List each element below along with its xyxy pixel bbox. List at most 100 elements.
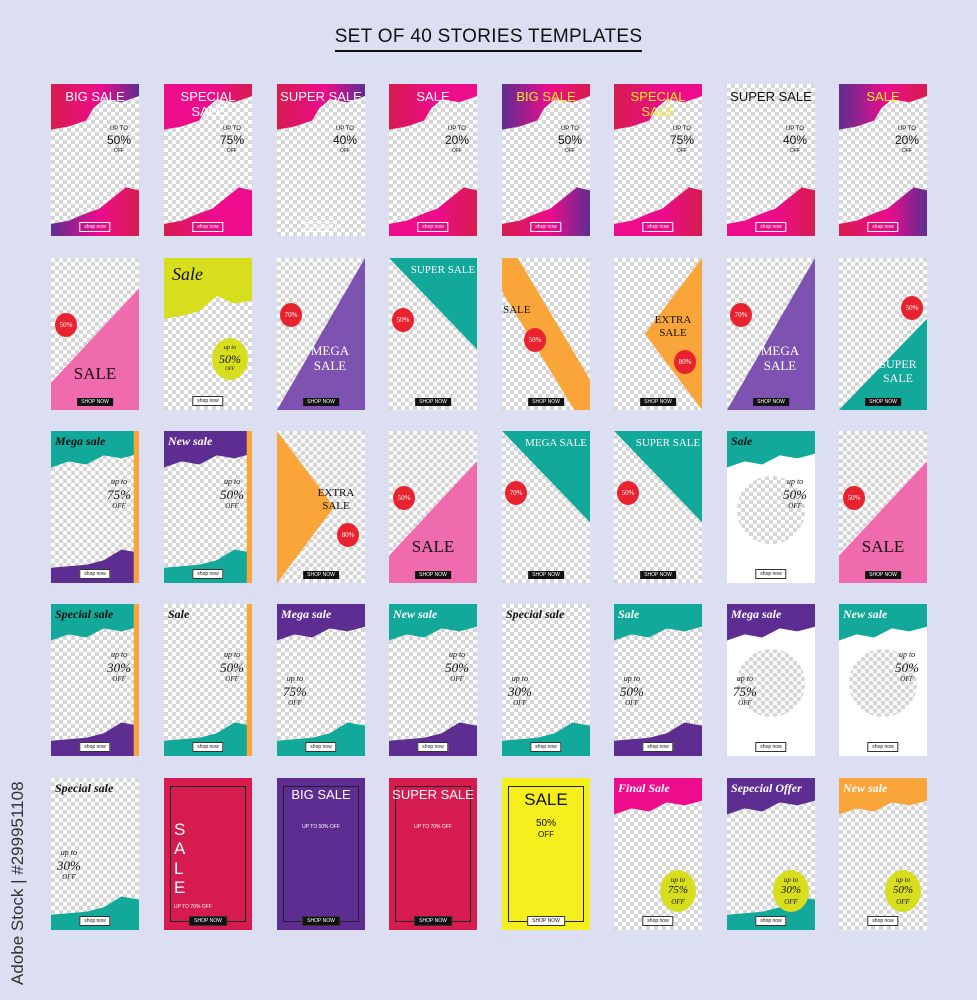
shop-now-button[interactable]: shop now: [530, 741, 562, 752]
story-template-card[interactable]: SUPER SALE UP TO 70% OFF SHOP NOW: [389, 778, 477, 930]
shop-now-button[interactable]: shop now: [192, 395, 224, 406]
story-template-card[interactable]: SUPER SALE 50% SHOP NOW: [389, 258, 477, 410]
story-template-card[interactable]: EXTRA SALE 80% SHOP NOW: [614, 258, 702, 410]
discount-value: 50%: [620, 683, 644, 699]
shop-now-button[interactable]: shop now: [755, 915, 787, 926]
story-template-card[interactable]: SALE 50% SHOP NOW: [51, 258, 139, 410]
story-template-card[interactable]: SPECIAL SALE UP TO 75% OFF shop now: [614, 84, 702, 236]
shop-now-button[interactable]: shop now: [867, 221, 899, 232]
discount-suffix: OFF: [288, 699, 302, 708]
story-template-card[interactable]: SALE 50% SHOP NOW: [502, 258, 590, 410]
discount-suffix: OFF: [62, 873, 76, 882]
shop-now-button[interactable]: SHOP NOW: [415, 570, 451, 579]
story-template-card[interactable]: EXTRA SALE 80% SHOP NOW: [277, 431, 365, 583]
template-title: Sepecial Offer: [731, 781, 802, 795]
template-title: Mega sale: [55, 434, 106, 448]
shop-now-button[interactable]: shop now: [417, 221, 449, 232]
story-template-card[interactable]: New sale up to 50% OFF shop now: [389, 604, 477, 756]
shop-now-button[interactable]: SHOP NOW: [77, 397, 113, 406]
shop-now-button[interactable]: SHOP NOW: [302, 915, 340, 926]
template-title: Sale: [618, 607, 640, 621]
shop-now-button[interactable]: SHOP NOW: [865, 397, 901, 406]
shop-now-button[interactable]: SHOP NOW: [865, 570, 901, 579]
shop-now-button[interactable]: shop now: [192, 741, 224, 752]
story-template-card[interactable]: SUPER SALE 50% SHOP NOW: [614, 431, 702, 583]
discount-value: 20%: [894, 133, 919, 148]
story-template-card[interactable]: MEGA SALE 70% SHOP NOW: [502, 431, 590, 583]
shop-now-button[interactable]: shop now: [755, 221, 787, 232]
shop-now-button[interactable]: SHOP NOW: [303, 570, 339, 579]
shop-now-button[interactable]: shop now: [79, 915, 111, 926]
discount-prefix: up to: [736, 674, 754, 683]
story-template-card[interactable]: Sale up to 50% OFF shop now: [164, 258, 252, 410]
story-template-card[interactable]: Sale up to 50% OFF shop now: [164, 604, 252, 756]
discount-text: UP TO 40% OFF: [333, 126, 357, 154]
story-template-card[interactable]: New sale up to 50% OFF shop now: [839, 604, 927, 756]
story-template-card[interactable]: Final Sale up to 75% OFF shop now: [614, 778, 702, 930]
story-template-card[interactable]: SPECIAL SALE UP TO 75% OFF shop now: [164, 84, 252, 236]
discount-text: UP TO 75% OFF: [220, 126, 244, 154]
story-template-card[interactable]: BIG SALE UP TO 50% OFF shop now: [51, 84, 139, 236]
shop-now-button[interactable]: shop now: [867, 915, 899, 926]
shop-now-button[interactable]: SHOP NOW: [303, 397, 339, 406]
discount-text: UP TO 50% OFF: [277, 824, 365, 830]
story-template-card[interactable]: BIG SALE UP TO 50% OFF shop now: [502, 84, 590, 236]
story-template-card[interactable]: SALE UP TO 20% OFF shop now: [839, 84, 927, 236]
story-template-card[interactable]: New sale up to 50% OFF shop now: [164, 431, 252, 583]
shop-now-button[interactable]: shop now: [867, 741, 899, 752]
shop-now-button[interactable]: shop now: [755, 741, 787, 752]
shop-now-button[interactable]: SHOP NOW: [189, 915, 227, 926]
story-template-card[interactable]: MEGA SALE 70% SHOP NOW: [277, 258, 365, 410]
story-template-card[interactable]: BIG SALE UP TO 50% OFF SHOP NOW: [277, 778, 365, 930]
shop-now-button[interactable]: shop now: [79, 568, 111, 579]
discount-suffix: OFF: [112, 502, 126, 511]
story-template-card[interactable]: Sepecial Offer up to 30% OFF shop now: [727, 778, 815, 930]
discount-suffix: OFF: [225, 366, 235, 372]
shop-now-button[interactable]: shop now: [305, 221, 337, 232]
discount-suffix: OFF: [451, 147, 462, 154]
story-template-card[interactable]: MEGA SALE 70% SHOP NOW: [727, 258, 815, 410]
story-template-card[interactable]: SUPER SALE UP TO 40% OFF shop now: [727, 84, 815, 236]
story-template-card[interactable]: SUPER SALE 50% SHOP NOW: [839, 258, 927, 410]
shop-now-button[interactable]: SHOP NOW: [528, 397, 564, 406]
story-template-card[interactable]: Special sale up to 30% OFF shop now: [51, 778, 139, 930]
story-template-card[interactable]: SALE 50% SHOP NOW: [839, 431, 927, 583]
shop-now-button[interactable]: shop now: [417, 741, 449, 752]
shop-now-button[interactable]: shop now: [530, 221, 562, 232]
shop-now-button[interactable]: SHOP NOW: [527, 915, 565, 926]
discount-text: UP TO 50% OFF: [107, 126, 131, 154]
shop-now-button[interactable]: SHOP NOW: [414, 915, 452, 926]
story-template-card[interactable]: SALE 50% OFF SHOP NOW: [502, 778, 590, 930]
shop-now-button[interactable]: shop now: [79, 741, 111, 752]
template-title: SALE: [416, 89, 450, 104]
shop-now-button[interactable]: SHOP NOW: [415, 397, 451, 406]
shop-now-button[interactable]: shop now: [642, 221, 674, 232]
discount-value: 50%: [220, 486, 244, 502]
shop-now-button[interactable]: SHOP NOW: [640, 397, 676, 406]
story-template-card[interactable]: Special sale up to 30% OFF shop now: [51, 604, 139, 756]
template-title: Special sale: [55, 781, 114, 795]
story-template-card[interactable]: Mega sale up to 75% OFF shop now: [51, 431, 139, 583]
shop-now-button[interactable]: shop now: [755, 568, 787, 579]
template-title: Sale: [731, 434, 753, 448]
shop-now-button[interactable]: shop now: [642, 741, 674, 752]
story-template-card[interactable]: Sale up to 50% OFF shop now: [727, 431, 815, 583]
story-template-card[interactable]: Mega sale up to 75% OFF shop now: [277, 604, 365, 756]
story-template-card[interactable]: SALE UP TO 70% OFF SHOP NOW: [164, 778, 252, 930]
story-template-card[interactable]: SALE 50% SHOP NOW: [389, 431, 477, 583]
frame-border: [395, 786, 471, 922]
shop-now-button[interactable]: shop now: [79, 221, 111, 232]
story-template-card[interactable]: Special sale up to 30% OFF shop now: [502, 604, 590, 756]
shop-now-button[interactable]: shop now: [192, 221, 224, 232]
shop-now-button[interactable]: SHOP NOW: [528, 570, 564, 579]
shop-now-button[interactable]: shop now: [642, 915, 674, 926]
story-template-card[interactable]: New sale up to 50% OFF shop now: [839, 778, 927, 930]
story-template-card[interactable]: SALE UP TO 20% OFF shop now: [389, 84, 477, 236]
shop-now-button[interactable]: SHOP NOW: [640, 570, 676, 579]
story-template-card[interactable]: SUPER SALE UP TO 40% OFF shop now: [277, 84, 365, 236]
story-template-card[interactable]: Sale up to 50% OFF shop now: [614, 604, 702, 756]
story-template-card[interactable]: Mega sale up to 75% OFF shop now: [727, 604, 815, 756]
shop-now-button[interactable]: shop now: [305, 741, 337, 752]
shop-now-button[interactable]: shop now: [192, 568, 224, 579]
shop-now-button[interactable]: SHOP NOW: [753, 397, 789, 406]
